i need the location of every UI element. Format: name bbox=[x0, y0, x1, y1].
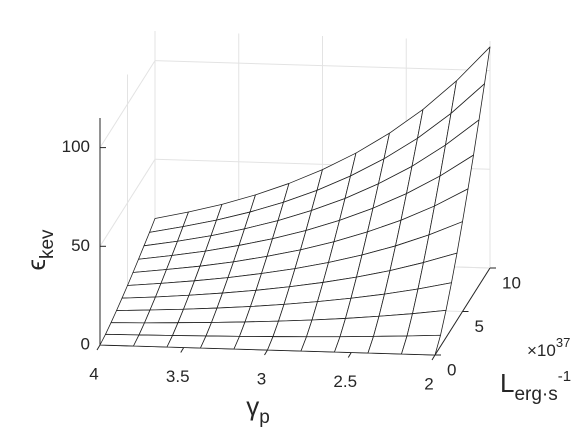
grid-line bbox=[99, 60, 156, 148]
z-tick-label: 100 bbox=[62, 137, 90, 156]
y-label-symbol: L bbox=[500, 368, 514, 398]
y-label-superscript: -1 bbox=[558, 368, 571, 385]
x-tick-label: 3 bbox=[257, 369, 266, 388]
surface-patch bbox=[138, 322, 179, 336]
x-label-symbol: γ bbox=[246, 391, 259, 421]
surface-patch bbox=[149, 294, 190, 311]
surface-patch bbox=[272, 319, 313, 338]
surface-patch bbox=[306, 318, 346, 338]
x-axis-label: γp bbox=[246, 391, 270, 428]
z-label-symbol: ϵ bbox=[21, 259, 51, 271]
surface-patch bbox=[267, 336, 307, 352]
x-tick-label: 2 bbox=[424, 374, 433, 393]
surface-patch bbox=[373, 313, 413, 337]
surface bbox=[99, 46, 491, 356]
x-tick-label: 3.5 bbox=[166, 367, 190, 386]
surface-patch bbox=[183, 292, 223, 310]
surface-patch bbox=[244, 303, 285, 323]
surface-patch bbox=[105, 322, 145, 336]
x-tick bbox=[264, 349, 268, 356]
z-tick-label: 0 bbox=[81, 334, 90, 353]
x-tick bbox=[96, 344, 101, 351]
y-label-subscript: erg·s bbox=[514, 384, 557, 405]
surface-patch bbox=[367, 335, 408, 355]
surface-patch bbox=[406, 309, 447, 337]
surface-patch bbox=[211, 306, 251, 323]
z-tick-label: 50 bbox=[71, 236, 90, 255]
y-scale-base: ×10 bbox=[527, 341, 556, 360]
z-axis-label: ϵkev bbox=[21, 229, 58, 271]
surface-patch bbox=[278, 301, 318, 322]
y-axis-label: Lerg·s-1 bbox=[500, 368, 571, 405]
surface-patch bbox=[205, 321, 246, 337]
surface-patch bbox=[110, 309, 151, 324]
surface-patch bbox=[334, 336, 374, 354]
x-tick bbox=[180, 347, 185, 353]
surface-patch bbox=[216, 289, 257, 309]
surface-patch bbox=[144, 308, 184, 324]
surface-patch bbox=[116, 296, 156, 312]
y-tick-label: 0 bbox=[447, 360, 456, 379]
surface-patch bbox=[200, 335, 240, 350]
grid-line bbox=[99, 159, 156, 247]
y-scale-exponent: 37 bbox=[556, 335, 570, 350]
x-tick-label: 4 bbox=[89, 364, 98, 383]
grid-line bbox=[154, 60, 491, 72]
y-scale-label: ×1037 bbox=[527, 335, 570, 360]
x-tick bbox=[431, 354, 436, 361]
surface-patch bbox=[177, 307, 218, 324]
surface-patch bbox=[172, 322, 212, 337]
surface-patch bbox=[99, 333, 140, 347]
surface-patch bbox=[155, 280, 195, 298]
surface-patch bbox=[239, 320, 279, 337]
surface-patch bbox=[133, 334, 173, 348]
z-label-subscript: kev bbox=[37, 229, 58, 259]
x-tick-label: 2.5 bbox=[333, 372, 357, 391]
surface-patch bbox=[166, 335, 207, 349]
surface-patch bbox=[311, 297, 352, 321]
surface-patch bbox=[401, 334, 441, 356]
surface-patch bbox=[121, 282, 162, 299]
y-tick-label: 5 bbox=[475, 317, 484, 336]
surface-patch bbox=[339, 315, 380, 338]
x-tick bbox=[347, 352, 352, 358]
x-label-subscript: p bbox=[259, 407, 270, 428]
surface-patch bbox=[300, 336, 341, 353]
surface-patch bbox=[233, 335, 274, 351]
y-tick-label: 10 bbox=[502, 273, 521, 292]
